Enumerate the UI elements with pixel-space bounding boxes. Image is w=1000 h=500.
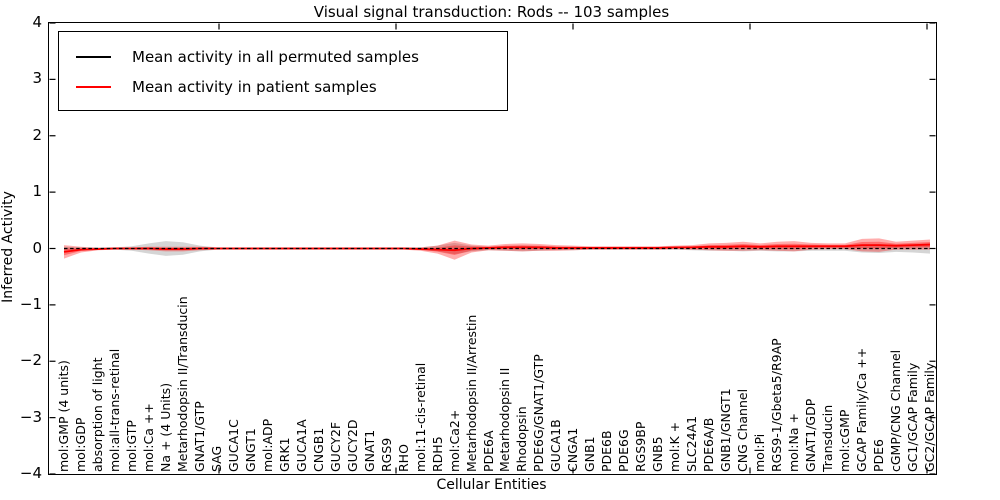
x-tick-label: Rhodopsin: [514, 406, 530, 472]
x-tick-label: PDE6G: [616, 429, 632, 472]
x-tick-label: GC1/GCAP Family: [905, 362, 920, 472]
x-axis-label: Cellular Entities: [436, 477, 547, 493]
x-tick-label: GCAP Family/Ca ++: [854, 347, 870, 472]
y-tick-label: −4: [19, 464, 42, 482]
x-tick-label: Metarhodopsin II: [497, 367, 513, 472]
y-tick-label: 2: [32, 125, 42, 144]
x-tick-label: SLC24A1: [684, 415, 700, 472]
x-tick-label: mol:cGMP: [837, 409, 853, 472]
x-tick-label: SAG: [208, 445, 224, 472]
x-tick-label: absorption of light: [89, 357, 105, 472]
x-tick-label: mol:GDP: [72, 417, 88, 472]
plot-area: mol:GMP (4 units) mol:GDP absorption of li…: [48, 22, 937, 475]
x-tick-label: GUCA1A: [293, 419, 309, 472]
y-tick-label: 3: [32, 69, 42, 88]
x-tick-label: RGS9BP: [633, 421, 649, 472]
x-tick-label: GNB1: [582, 436, 598, 472]
x-tick-label: mol:all-trans-retinal: [106, 348, 122, 472]
x-tick-label: GC2/GCAP Family: [921, 362, 937, 472]
x-tick-label: GUCY2D: [344, 419, 360, 472]
patient-line-sample: [76, 86, 111, 88]
x-tick-label: mol:Na +: [786, 413, 802, 472]
legend-label: Mean activity in all permuted samples: [132, 48, 419, 66]
x-tick-label: GUCA1C: [225, 419, 241, 472]
x-tick-label: CNGA1: [565, 427, 581, 472]
x-tick-label: GRK1: [276, 437, 292, 472]
x-tick-label: CNG Channel: [735, 388, 751, 472]
x-tick-label: Transducin: [820, 404, 836, 472]
x-tick-label: GUCY2F: [327, 421, 343, 472]
chart-title: Visual signal transduction: Rods -- 103 …: [313, 3, 670, 21]
x-tick-label: CNGB1: [310, 427, 326, 472]
legend-label: Mean activity in patient samples: [132, 78, 377, 96]
x-tick-label: PDE6G/GNAT1/GTP: [531, 354, 547, 472]
x-tick-label: Metarhodopsin II/Transducin: [174, 296, 190, 472]
x-tick-label: RDH5: [429, 436, 445, 472]
x-tick-label: RGS9-1/Gbeta5/R9AP: [769, 338, 785, 472]
y-tick-label: 4: [32, 13, 42, 31]
legend: Mean activity in all permuted samples Me…: [58, 31, 508, 111]
x-tick-label: mol:Pi: [752, 433, 768, 472]
x-tick-label: mol:11-cis-retinal: [412, 362, 428, 472]
x-tick-label: PDE6B: [599, 430, 615, 472]
x-tick-label: mol:GMP (4 units): [56, 360, 71, 472]
x-tick-label: GNGT1: [242, 428, 258, 472]
x-tick-label: GNB5: [650, 436, 666, 472]
x-tick-label: cGMP/CNG Channel: [888, 349, 904, 472]
x-tick-label: PDE6A/B: [701, 417, 717, 472]
x-tick-label: Na + (4 Units): [157, 382, 173, 472]
x-tick-label: mol:Ca2+: [446, 409, 462, 472]
x-tick-label: GNAT1/GDP: [803, 398, 819, 472]
y-tick-label: 0: [32, 238, 42, 257]
legend-entry-permuted: Mean activity in all permuted samples: [59, 42, 507, 72]
x-tick-label: mol:ADP: [259, 418, 275, 472]
x-tick-label: mol:K +: [667, 421, 683, 472]
chart-canvas: [49, 23, 936, 474]
x-tick-label: mol:Ca ++: [140, 403, 156, 472]
y-tick-label: 1: [32, 182, 42, 201]
x-tick-label: GNB1/GNGT1: [718, 388, 734, 472]
x-tick-label: GNAT1: [361, 429, 377, 472]
y-tick-label: −1: [19, 294, 42, 313]
y-tick-label: −3: [19, 407, 42, 426]
x-tick-label: RHO: [395, 444, 411, 472]
x-tick-label: Metarhodopsin II/Arrestin: [463, 314, 479, 472]
x-tick-label: PDE6: [871, 438, 887, 472]
permuted-line-sample: [76, 56, 111, 58]
x-tick-label: GUCA1B: [548, 419, 564, 472]
x-tick-label: PDE6A: [480, 430, 496, 472]
legend-entry-patient: Mean activity in patient samples: [59, 72, 507, 102]
x-tick-label: RGS9: [378, 437, 394, 472]
x-tick-label: mol:GTP: [123, 420, 139, 472]
x-tick-label: GNAT1/GTP: [191, 401, 207, 472]
y-tick-label: −2: [19, 351, 42, 370]
